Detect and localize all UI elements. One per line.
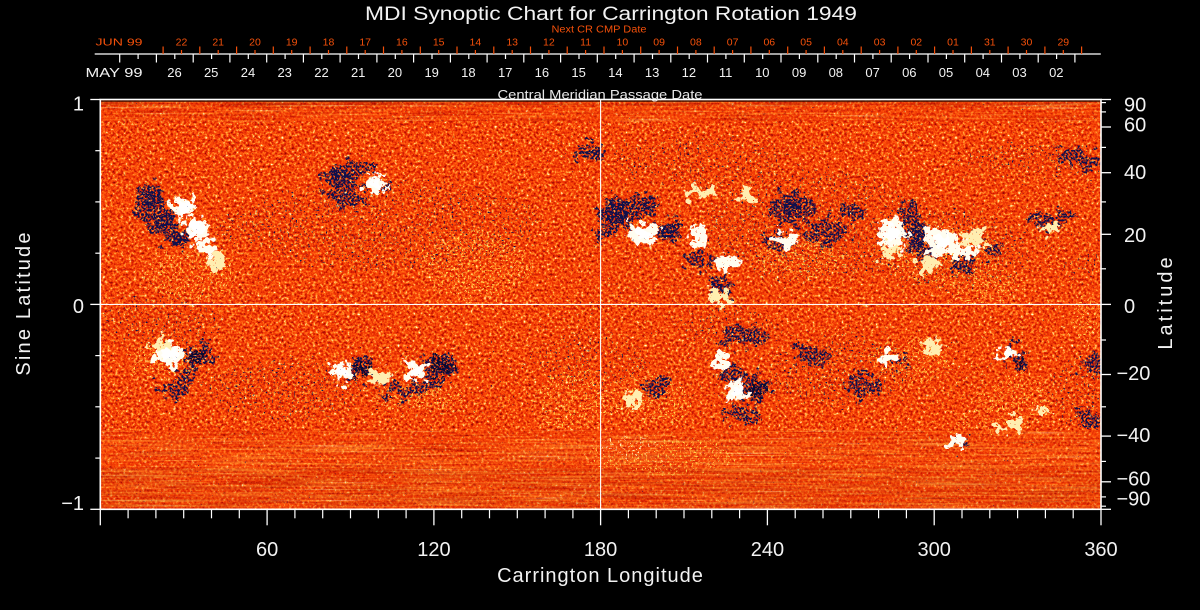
svg-text:02: 02 <box>910 37 922 49</box>
svg-text:MDI Synoptic Chart for Carring: MDI Synoptic Chart for Carrington Rotati… <box>365 4 857 25</box>
svg-text:29: 29 <box>1057 37 1069 49</box>
svg-text:40: 40 <box>1124 162 1146 184</box>
svg-text:−40: −40 <box>1117 425 1151 447</box>
svg-text:360: 360 <box>1084 539 1117 561</box>
svg-text:09: 09 <box>792 65 806 80</box>
svg-text:19: 19 <box>424 65 438 80</box>
svg-text:Carrington Longitude: Carrington Longitude <box>497 565 704 587</box>
svg-text:14: 14 <box>470 37 482 49</box>
svg-text:03: 03 <box>1012 65 1026 80</box>
svg-text:31: 31 <box>984 37 996 49</box>
svg-text:08: 08 <box>829 65 843 80</box>
svg-text:Sine Latitude: Sine Latitude <box>13 230 35 375</box>
svg-text:18: 18 <box>323 37 335 49</box>
svg-text:17: 17 <box>359 37 371 49</box>
svg-text:13: 13 <box>506 37 518 49</box>
svg-text:MAY 99: MAY 99 <box>86 65 143 80</box>
svg-text:09: 09 <box>653 37 665 49</box>
svg-text:06: 06 <box>763 37 775 49</box>
svg-text:22: 22 <box>176 37 188 49</box>
svg-text:17: 17 <box>498 65 512 80</box>
svg-text:05: 05 <box>800 37 812 49</box>
svg-text:16: 16 <box>396 37 408 49</box>
svg-text:02: 02 <box>1049 65 1063 80</box>
svg-text:21: 21 <box>351 65 365 80</box>
svg-text:180: 180 <box>584 539 617 561</box>
svg-text:11: 11 <box>580 37 591 49</box>
svg-text:1: 1 <box>73 94 84 116</box>
svg-text:25: 25 <box>204 65 218 80</box>
svg-text:07: 07 <box>865 65 879 80</box>
svg-text:06: 06 <box>902 65 916 80</box>
svg-text:11: 11 <box>719 65 733 80</box>
svg-text:240: 240 <box>751 539 784 561</box>
svg-text:21: 21 <box>212 37 224 49</box>
svg-text:12: 12 <box>682 65 696 80</box>
svg-text:JUN 99: JUN 99 <box>96 37 143 49</box>
svg-text:0: 0 <box>1124 296 1135 318</box>
svg-text:300: 300 <box>918 539 951 561</box>
svg-text:30: 30 <box>1021 37 1033 49</box>
svg-text:15: 15 <box>571 65 585 80</box>
svg-text:18: 18 <box>461 65 475 80</box>
svg-text:60: 60 <box>256 539 278 561</box>
svg-text:20: 20 <box>1124 225 1146 247</box>
svg-text:Next CR CMP Date: Next CR CMP Date <box>552 25 647 36</box>
svg-text:Latitude: Latitude <box>1155 254 1177 349</box>
svg-text:−60: −60 <box>1117 469 1151 491</box>
svg-text:19: 19 <box>286 37 298 49</box>
svg-text:23: 23 <box>277 65 291 80</box>
svg-text:24: 24 <box>241 65 255 80</box>
svg-text:120: 120 <box>417 539 450 561</box>
svg-text:01: 01 <box>947 37 959 49</box>
svg-text:04: 04 <box>837 37 849 49</box>
svg-text:22: 22 <box>314 65 328 80</box>
svg-text:−90: −90 <box>1117 489 1151 511</box>
svg-text:−1: −1 <box>61 493 84 515</box>
svg-text:08: 08 <box>690 37 702 49</box>
svg-text:26: 26 <box>167 65 181 80</box>
svg-text:14: 14 <box>608 65 622 80</box>
svg-text:15: 15 <box>433 37 445 49</box>
svg-text:13: 13 <box>645 65 659 80</box>
svg-text:20: 20 <box>249 37 261 49</box>
svg-text:04: 04 <box>976 65 990 80</box>
svg-text:10: 10 <box>755 65 769 80</box>
svg-text:Central Meridian Passage Date: Central Meridian Passage Date <box>498 88 703 102</box>
svg-text:0: 0 <box>73 296 84 318</box>
svg-text:−20: −20 <box>1117 363 1151 385</box>
svg-text:12: 12 <box>543 37 555 49</box>
svg-text:03: 03 <box>874 37 886 49</box>
svg-text:07: 07 <box>727 37 739 49</box>
svg-text:20: 20 <box>388 65 402 80</box>
svg-text:05: 05 <box>939 65 953 80</box>
svg-text:90: 90 <box>1124 94 1146 116</box>
svg-text:16: 16 <box>535 65 549 80</box>
svg-text:10: 10 <box>617 37 629 49</box>
svg-text:60: 60 <box>1124 115 1146 137</box>
